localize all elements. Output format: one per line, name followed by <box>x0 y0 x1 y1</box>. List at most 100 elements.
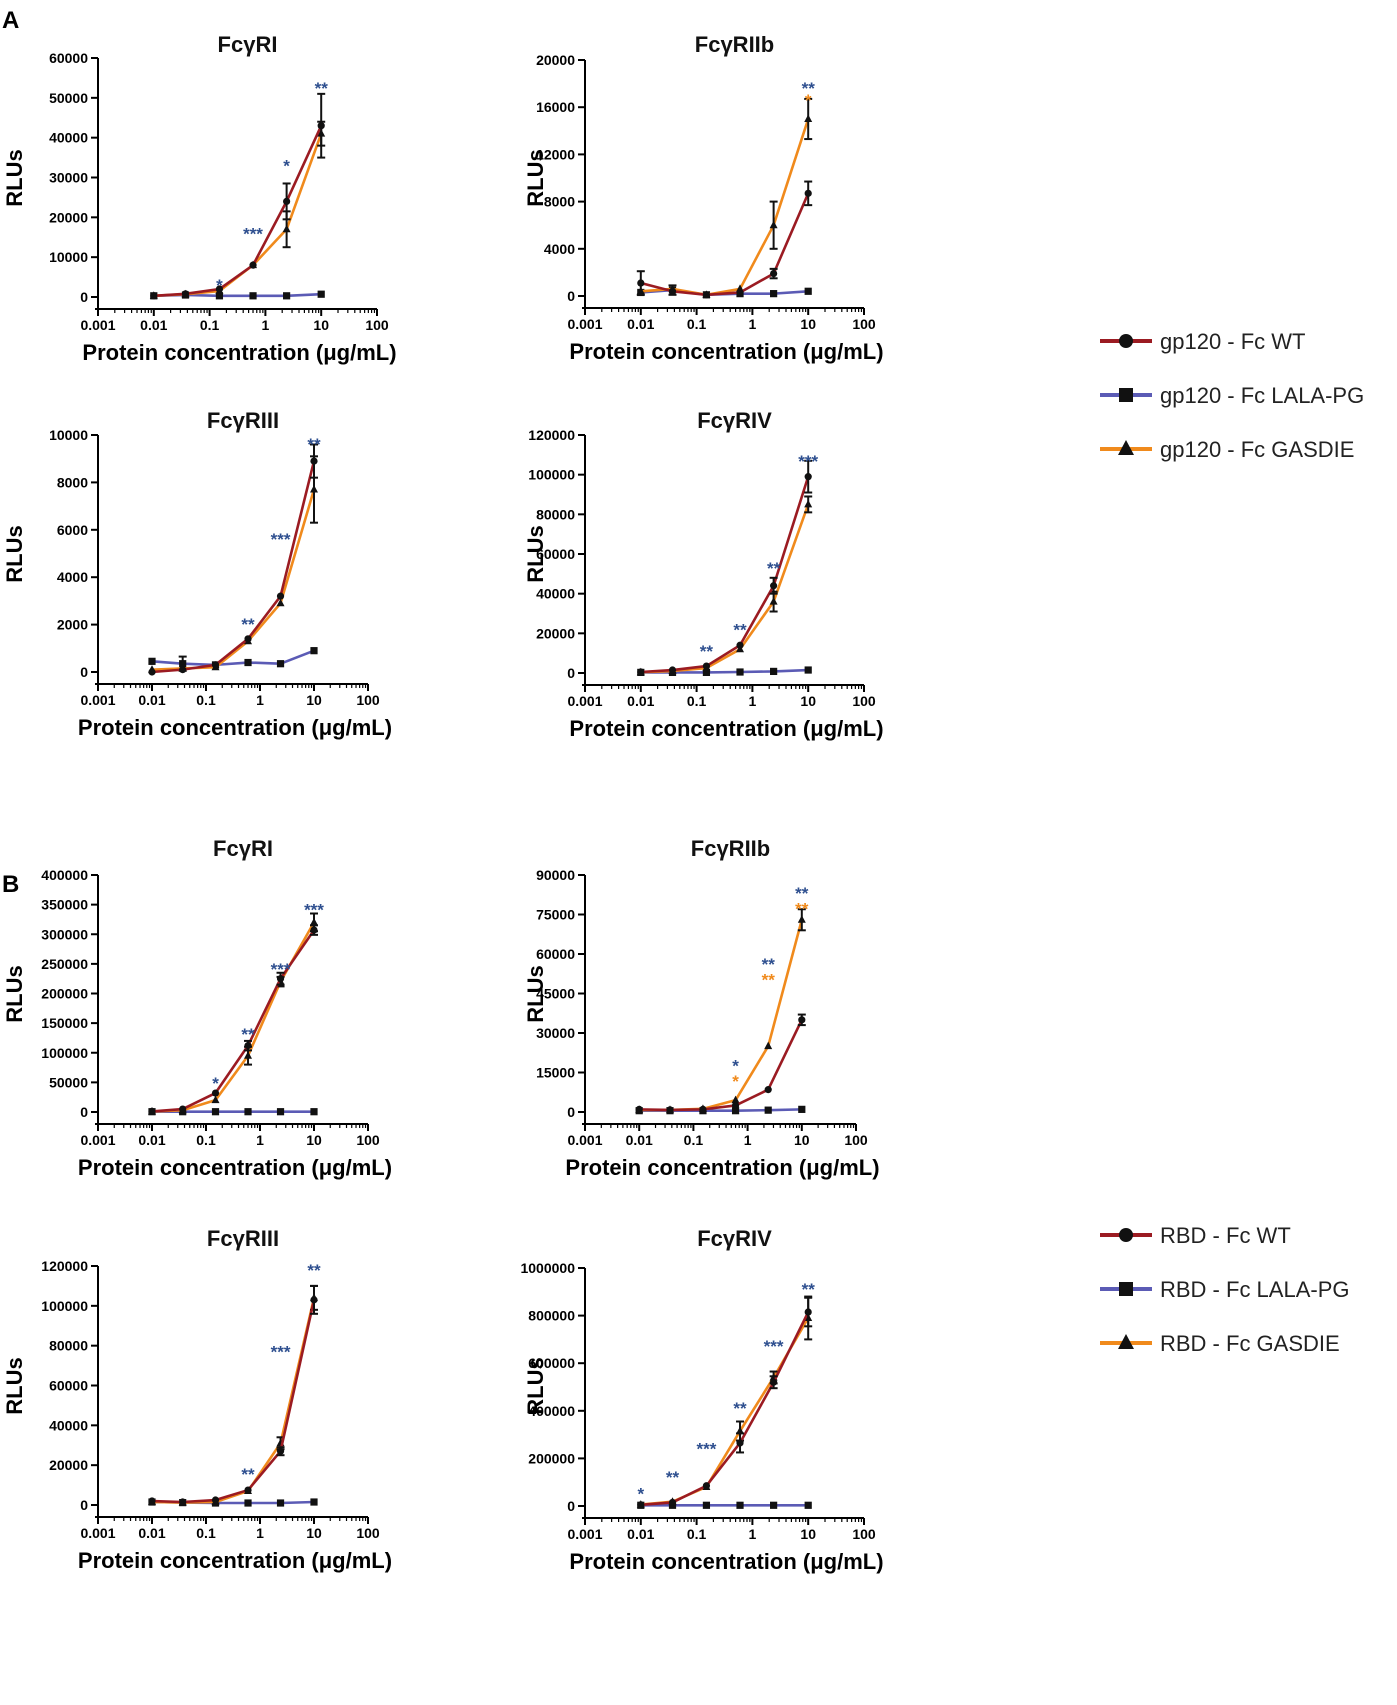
significance-marker: ** <box>700 642 714 661</box>
data-point-wt <box>666 1106 674 1114</box>
chart-title: FcγRIIb <box>691 836 770 861</box>
y-tick-label: 20000 <box>49 209 88 225</box>
y-tick-label: 1000000 <box>520 1260 575 1276</box>
x-tick-label: 0.001 <box>80 1132 115 1148</box>
x-tick-label: 0.1 <box>687 1526 707 1542</box>
y-tick-label: 90000 <box>536 867 575 883</box>
data-point-wt <box>764 1086 772 1094</box>
chart-title: FcγRIII <box>207 1226 279 1251</box>
y-tick-label: 20000 <box>536 625 575 641</box>
data-point-wt <box>702 662 711 670</box>
x-axis-label: Protein concentration (μg/mL) <box>569 716 883 741</box>
significance-marker: ** <box>802 79 816 98</box>
data-point-wt <box>276 975 285 983</box>
y-tick-label: 600000 <box>528 1355 575 1371</box>
y-tick-label: 4000 <box>57 569 88 585</box>
significance-marker: ** <box>241 615 255 634</box>
data-point-gasdie <box>797 915 806 923</box>
data-point-wt <box>668 666 677 674</box>
legend-rbd: RBD - Fc WT RBD - Fc LALA-PG RBD - Fc GASD… <box>1100 1223 1349 1356</box>
legend-label: gp120 - Fc WT <box>1160 329 1305 354</box>
data-point-wt <box>637 668 645 676</box>
y-tick-label: 10000 <box>49 249 88 265</box>
series-line-wt <box>640 1311 810 1507</box>
y-tick-label: 400000 <box>41 867 88 883</box>
x-tick-label: 0.001 <box>80 317 115 333</box>
data-point-wt <box>770 582 778 590</box>
data-point-wt <box>276 1447 285 1455</box>
y-tick-label: 120000 <box>528 427 575 443</box>
data-point-lala <box>310 647 318 655</box>
data-point-wt <box>736 288 744 297</box>
x-axis-label: Protein concentration (μg/mL) <box>569 339 883 364</box>
data-point-lala <box>702 1501 711 1509</box>
legend-marker-triangle <box>1118 1334 1134 1349</box>
x-tick-label: 0.1 <box>687 316 707 332</box>
x-tick-label: 1 <box>256 1525 264 1541</box>
y-tick-label: 30000 <box>536 1025 575 1041</box>
data-point-wt <box>148 1107 156 1116</box>
y-tick-label: 80000 <box>49 1338 88 1354</box>
significance-marker: ** <box>767 559 781 578</box>
y-axis-label: RLUs <box>2 525 27 582</box>
significance-marker: ** <box>315 79 329 98</box>
significance-marker: * <box>805 91 812 110</box>
data-point-wt <box>215 285 224 293</box>
significance-marker: *** <box>764 1337 784 1356</box>
data-point-wt <box>635 1105 643 1113</box>
series-line-gasdie <box>151 921 316 1113</box>
data-point-lala <box>804 287 812 295</box>
y-tick-label: 0 <box>80 1497 88 1513</box>
chart-title: FcγRIIb <box>695 32 774 57</box>
data-point-wt <box>702 291 711 299</box>
data-point-wt <box>150 292 158 300</box>
data-point-wt <box>804 189 812 197</box>
x-tick-label: 0.1 <box>684 1132 704 1148</box>
significance-marker: ** <box>241 1025 255 1044</box>
x-tick-label: 100 <box>852 316 876 332</box>
data-point-lala <box>804 1501 812 1509</box>
data-point-wt <box>770 1378 778 1386</box>
data-point-lala <box>798 1105 806 1113</box>
y-tick-label: 200000 <box>528 1450 575 1466</box>
series-line-wt <box>153 125 323 298</box>
data-point-wt <box>276 592 285 600</box>
chart-title: FcγRI <box>213 836 273 861</box>
chart-b-fcgri: FcγRI RLUs Protein concentration (μg/mL) 0 5… <box>2 836 392 1180</box>
data-point-wt <box>736 1439 744 1447</box>
x-tick-label: 0.01 <box>627 316 654 332</box>
significance-marker: *** <box>696 1440 716 1459</box>
data-point-lala <box>276 1499 285 1507</box>
data-point-wt <box>181 290 190 298</box>
series-line-wt <box>151 460 316 674</box>
data-point-lala <box>276 660 285 668</box>
y-tick-label: 0 <box>80 1104 88 1120</box>
x-tick-label: 100 <box>852 693 876 709</box>
data-point-lala <box>770 667 778 676</box>
significance-marker: *** <box>271 960 291 979</box>
chart-a-fcgriv: FcγRIV RLUs Protein concentration (μg/mL) 0… <box>523 408 884 741</box>
data-point-wt <box>211 1089 220 1097</box>
x-tick-label: 1 <box>744 1132 752 1148</box>
data-point-gasdie <box>310 485 318 493</box>
data-point-lala <box>770 1501 778 1509</box>
y-tick-label: 0 <box>567 288 575 304</box>
x-tick-label: 0.01 <box>627 1526 654 1542</box>
significance-marker: ** <box>733 620 747 639</box>
significance-marker: * <box>637 1485 644 1504</box>
x-axis-label: Protein concentration (μg/mL) <box>78 1548 392 1573</box>
x-tick-label: 0.01 <box>626 1132 653 1148</box>
x-tick-label: 10 <box>306 692 322 708</box>
series-line-gasdie <box>640 118 810 297</box>
data-point-lala <box>702 668 711 677</box>
x-tick-label: 10 <box>800 316 816 332</box>
series-line-wt <box>151 1299 316 1504</box>
y-tick-label: 20000 <box>536 52 575 68</box>
legend-gp120: gp120 - Fc WT gp120 - Fc LALA-PG gp120 - F… <box>1100 329 1364 462</box>
significance-marker: *** <box>243 224 263 243</box>
data-point-wt <box>637 279 645 287</box>
y-tick-label: 60000 <box>49 1378 88 1394</box>
data-point-wt <box>244 1042 252 1050</box>
y-tick-label: 100000 <box>41 1045 88 1061</box>
data-point-lala <box>244 658 252 667</box>
